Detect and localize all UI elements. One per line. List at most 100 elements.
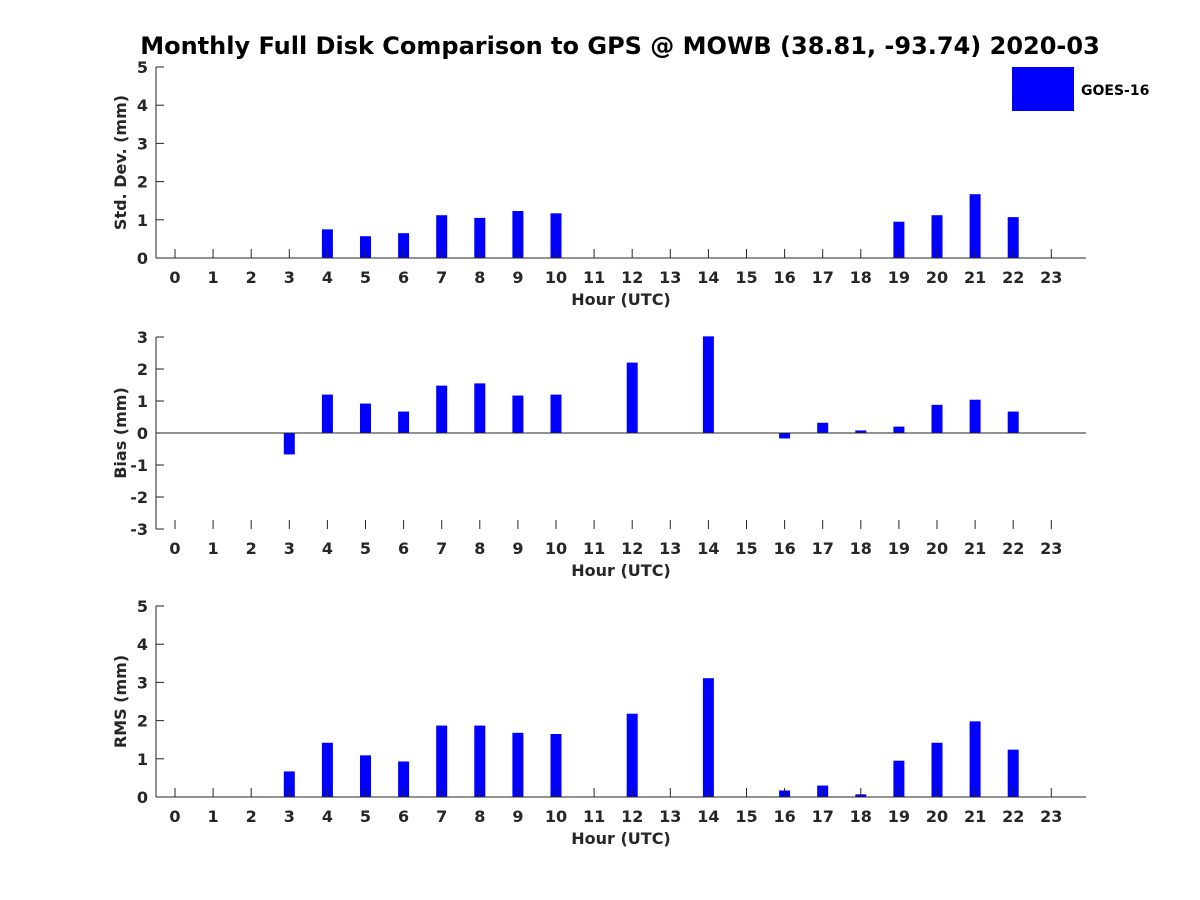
bar-bias-hour-6 bbox=[398, 411, 410, 433]
y-tick-label: -3 bbox=[130, 520, 148, 539]
bar-bias-hour-17 bbox=[817, 422, 829, 433]
y-tick-label: 0 bbox=[137, 249, 148, 268]
bar-rms-hour-9 bbox=[512, 732, 524, 797]
bar-bias-hour-5 bbox=[360, 403, 371, 433]
bar-std-dev-hour-22 bbox=[1007, 217, 1019, 258]
x-tick-label: 21 bbox=[964, 807, 986, 826]
y-tick-label: 1 bbox=[137, 392, 148, 411]
x-tick-label: 0 bbox=[169, 539, 180, 558]
x-tick-label: 8 bbox=[474, 807, 485, 826]
bar-rms-hour-20 bbox=[931, 742, 943, 797]
x-tick-label: 1 bbox=[208, 268, 219, 287]
y-tick-label: 5 bbox=[137, 58, 148, 77]
y-tick-label: 2 bbox=[137, 360, 148, 379]
bar-bias-hour-10 bbox=[550, 394, 562, 433]
bar-rms-hour-19 bbox=[893, 760, 905, 797]
x-tick-label: 16 bbox=[773, 268, 795, 287]
x-axis-label: Hour (UTC) bbox=[571, 290, 671, 309]
x-tick-label: 14 bbox=[697, 807, 719, 826]
bar-std-dev-hour-20 bbox=[931, 215, 943, 258]
bar-std-dev-hour-21 bbox=[969, 194, 981, 258]
x-tick-label: 4 bbox=[322, 268, 333, 287]
bar-rms-hour-6 bbox=[398, 761, 410, 797]
x-tick-label: 16 bbox=[773, 807, 795, 826]
x-tick-label: 22 bbox=[1002, 539, 1024, 558]
x-tick-label: 17 bbox=[812, 539, 834, 558]
x-tick-label: 12 bbox=[621, 807, 643, 826]
x-tick-label: 0 bbox=[169, 807, 180, 826]
x-tick-label: 5 bbox=[360, 807, 371, 826]
y-axis-label: RMS (mm) bbox=[111, 655, 130, 748]
bar-bias-hour-21 bbox=[969, 399, 981, 433]
bar-std-dev-hour-7 bbox=[436, 215, 448, 258]
x-tick-label: 4 bbox=[322, 539, 333, 558]
x-tick-label: 13 bbox=[659, 807, 681, 826]
legend-swatch bbox=[1012, 67, 1074, 111]
bar-bias-hour-16 bbox=[779, 433, 791, 439]
x-tick-label: 15 bbox=[735, 807, 757, 826]
y-axis-label: Std. Dev. (mm) bbox=[111, 95, 130, 230]
x-tick-label: 1 bbox=[208, 807, 219, 826]
x-tick-label: 6 bbox=[398, 539, 409, 558]
x-tick-label: 18 bbox=[850, 268, 872, 287]
x-tick-label: 15 bbox=[735, 268, 757, 287]
legend-label: GOES-16 bbox=[1081, 83, 1149, 99]
x-tick-label: 8 bbox=[474, 539, 485, 558]
y-tick-label: 2 bbox=[137, 173, 148, 192]
x-tick-label: 4 bbox=[322, 807, 333, 826]
bar-rms-hour-22 bbox=[1007, 749, 1019, 797]
bar-std-dev-hour-4 bbox=[321, 229, 333, 258]
x-tick-label: 12 bbox=[621, 268, 643, 287]
bar-std-dev-hour-9 bbox=[512, 211, 524, 258]
x-tick-label: 22 bbox=[1002, 807, 1024, 826]
x-tick-label: 13 bbox=[659, 268, 681, 287]
x-tick-label: 14 bbox=[697, 268, 719, 287]
figure-title: Monthly Full Disk Comparison to GPS @ MO… bbox=[140, 32, 1100, 60]
x-tick-label: 21 bbox=[964, 268, 986, 287]
y-tick-label: 3 bbox=[137, 328, 148, 347]
x-tick-label: 11 bbox=[583, 268, 605, 287]
x-tick-label: 20 bbox=[926, 268, 948, 287]
bar-bias-hour-14 bbox=[702, 336, 714, 433]
bar-bias-hour-18 bbox=[855, 430, 867, 433]
x-axis-label: Hour (UTC) bbox=[571, 829, 671, 848]
bar-bias-hour-3 bbox=[283, 433, 295, 455]
x-tick-label: 10 bbox=[545, 268, 567, 287]
x-tick-label: 18 bbox=[850, 807, 872, 826]
x-tick-label: 2 bbox=[246, 268, 257, 287]
x-tick-label: 1 bbox=[208, 539, 219, 558]
bar-std-dev-hour-5 bbox=[360, 236, 371, 258]
x-tick-label: 23 bbox=[1040, 268, 1062, 287]
y-tick-label: 0 bbox=[137, 788, 148, 807]
bar-std-dev-hour-10 bbox=[550, 213, 562, 258]
x-tick-label: 7 bbox=[436, 268, 447, 287]
x-tick-label: 2 bbox=[246, 539, 257, 558]
x-tick-label: 13 bbox=[659, 539, 681, 558]
x-axis-label: Hour (UTC) bbox=[571, 561, 671, 580]
x-tick-label: 9 bbox=[512, 807, 523, 826]
y-tick-label: 5 bbox=[137, 597, 148, 616]
bar-std-dev-hour-19 bbox=[893, 221, 905, 258]
bar-bias-hour-7 bbox=[436, 385, 448, 433]
x-tick-label: 6 bbox=[398, 807, 409, 826]
y-axis-label: Bias (mm) bbox=[111, 387, 130, 479]
bar-rms-hour-7 bbox=[436, 725, 448, 797]
x-tick-label: 11 bbox=[583, 539, 605, 558]
x-tick-label: 8 bbox=[474, 268, 485, 287]
x-tick-label: 23 bbox=[1040, 807, 1062, 826]
x-tick-label: 11 bbox=[583, 807, 605, 826]
bar-rms-hour-5 bbox=[360, 755, 371, 797]
x-tick-label: 18 bbox=[850, 539, 872, 558]
bar-bias-hour-22 bbox=[1007, 411, 1019, 433]
x-tick-label: 12 bbox=[621, 539, 643, 558]
x-tick-label: 3 bbox=[284, 268, 295, 287]
x-tick-label: 20 bbox=[926, 539, 948, 558]
x-tick-label: 7 bbox=[436, 807, 447, 826]
bar-bias-hour-9 bbox=[512, 395, 524, 433]
bar-bias-hour-12 bbox=[626, 362, 638, 433]
x-tick-label: 19 bbox=[888, 539, 910, 558]
